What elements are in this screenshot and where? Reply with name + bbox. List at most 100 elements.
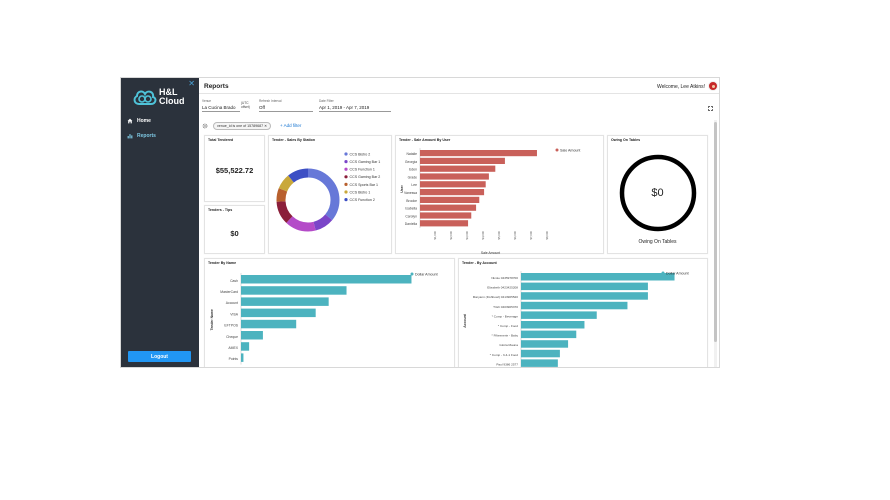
tick-label: $24,000	[433, 367, 437, 368]
tick-label: $12,000	[335, 367, 339, 368]
bar	[420, 150, 537, 157]
legend-label: Sale Amount	[560, 148, 580, 152]
category-label: Trish 0403905370	[493, 305, 518, 309]
home-icon	[127, 118, 133, 124]
tick-label: $3,000	[465, 231, 469, 240]
bar	[521, 301, 628, 310]
fullscreen-icon[interactable]	[708, 106, 713, 111]
category-label: Natalie	[406, 152, 417, 156]
owing-on-tables-panel: Owing On Tables $0 Owing On Tables	[607, 135, 708, 254]
pie-slice	[276, 168, 340, 232]
avatar[interactable]	[708, 81, 718, 91]
legend-swatch	[344, 175, 348, 179]
panel-title: Tender - Sale Amount By User	[399, 138, 451, 142]
close-sidebar-icon[interactable]: ✕	[188, 79, 195, 88]
scrollbar[interactable]	[714, 120, 717, 367]
filter-chip[interactable]: venue_id is one of 15789687 ✕	[213, 122, 272, 130]
bar	[420, 196, 480, 203]
filter-bar: Venue La Cucina Brado (UTC offset) Refre…	[202, 99, 702, 115]
bar	[241, 319, 297, 329]
close-icon[interactable]: ✕	[264, 124, 268, 128]
bar	[521, 349, 560, 358]
tick-label: $16,000	[368, 367, 372, 368]
tender-by-account-panel: Tender - By Account Nicole 0435978700 Eli…	[458, 258, 708, 367]
sales-by-station-panel: Tender - Sales By Station CCS Bistro 2 CC…	[268, 135, 392, 254]
bar	[521, 340, 569, 348]
category-label: Georgia	[405, 160, 417, 164]
x-axis-label: Sale Amount	[481, 251, 500, 255]
total-tendered-value: $55,522.72	[215, 166, 254, 175]
category-label: Isabella	[405, 207, 417, 211]
legend-label: CCS Gaming Bar 2	[350, 175, 381, 179]
bar	[420, 165, 496, 172]
bar	[521, 330, 577, 339]
logout-button[interactable]: Logout	[128, 351, 191, 362]
add-filter-link[interactable]: + Add filter	[280, 123, 302, 128]
date-filter-label: Date Filter	[319, 99, 334, 103]
refresh-interval-select[interactable]: Refresh Interval Off	[259, 99, 313, 112]
y-axis-label: Account	[463, 313, 467, 327]
tick-label: $4,000	[270, 367, 274, 368]
bar	[241, 275, 412, 284]
y-axis-label: Tender Name	[210, 309, 214, 330]
category-label: Account	[226, 301, 238, 305]
tick-label: $18,000	[384, 367, 388, 368]
category-label: Vanessa	[404, 191, 417, 195]
sales-by-station-chart: CCS Bistro 2 CCS Gaming Bar 1 CCS Function…	[276, 152, 381, 232]
category-label: Lee	[411, 183, 417, 187]
category-label: Nicole 0435978700	[491, 276, 518, 280]
category-label: Eden	[409, 168, 417, 172]
tick-label: $2,000	[449, 231, 453, 240]
scrollbar-thumb[interactable]	[714, 122, 717, 342]
tick-label: $8,000	[303, 367, 307, 368]
bar	[420, 204, 477, 211]
tick-label: $5,000	[497, 231, 501, 240]
category-label: Points	[229, 357, 239, 361]
gear-icon[interactable]	[202, 123, 208, 129]
bar	[241, 286, 347, 295]
sales-by-user-chart: Natalie Georgia Eden Grade Lee Vanessa Brooke I…	[400, 148, 580, 255]
tick-label: $14,000	[352, 367, 356, 368]
category-label: Grade	[408, 175, 418, 179]
legend-swatch	[555, 148, 559, 152]
tick-label: $6,000	[287, 367, 291, 368]
bar	[420, 157, 505, 164]
venue-select[interactable]: Venue La Cucina Brado	[202, 99, 240, 112]
category-label: Elizabeth 0423425208	[487, 286, 518, 290]
welcome-text: Welcome, Lee Atkins!	[657, 84, 705, 90]
tick-label: $8,000	[545, 231, 549, 240]
sidebar-item-home[interactable]: Home	[127, 116, 151, 126]
tender-by-name-panel: Tender By Name Cash MasterCard Account VISA…	[204, 258, 455, 368]
category-label: Cash	[230, 279, 238, 283]
legend-swatch	[344, 182, 348, 186]
logo-text: H&L Cloud	[159, 88, 185, 106]
tick-label: $10,000	[319, 367, 323, 368]
date-filter-value: Apr 1, 2019 - Apr 7, 2019	[319, 104, 391, 112]
main-content: Reports Welcome, Lee Atkins! Venue La Cu…	[199, 78, 719, 368]
bar	[241, 331, 263, 340]
owing-gauge	[619, 154, 697, 232]
legend-label: CCS Function 1	[350, 168, 375, 172]
sidebar-item-reports[interactable]: Reports	[127, 131, 156, 141]
legend-label: Dollar Amount	[666, 271, 689, 275]
owing-ring	[619, 154, 697, 232]
tender-by-account-chart: Nicole 0435978700 Elizabeth 0423425208 Mar…	[463, 271, 689, 367]
category-label: VISA	[230, 312, 238, 316]
category-label: Cheque	[226, 335, 238, 339]
legend-label: CCS Function 2	[350, 198, 375, 202]
sidebar-item-label: Home	[137, 118, 151, 124]
category-label: MasterCard	[220, 290, 238, 294]
bar	[241, 342, 250, 351]
bar	[420, 212, 472, 219]
pie-slice	[276, 168, 340, 232]
category-label: Carolyn	[405, 214, 417, 218]
refresh-value: Off	[259, 104, 313, 112]
bar	[241, 353, 244, 362]
legend-swatch	[344, 160, 348, 164]
refresh-label: Refresh Interval	[259, 99, 282, 103]
app-window: ✕ H&L Cloud Home Reports Logout Reports …	[120, 77, 720, 368]
category-label: EFTPOS	[224, 324, 238, 328]
owing-value: $0	[651, 187, 664, 199]
date-filter-input[interactable]: Date Filter Apr 1, 2019 - Apr 7, 2019	[319, 99, 391, 112]
category-label: * Comp - Food	[498, 324, 518, 328]
